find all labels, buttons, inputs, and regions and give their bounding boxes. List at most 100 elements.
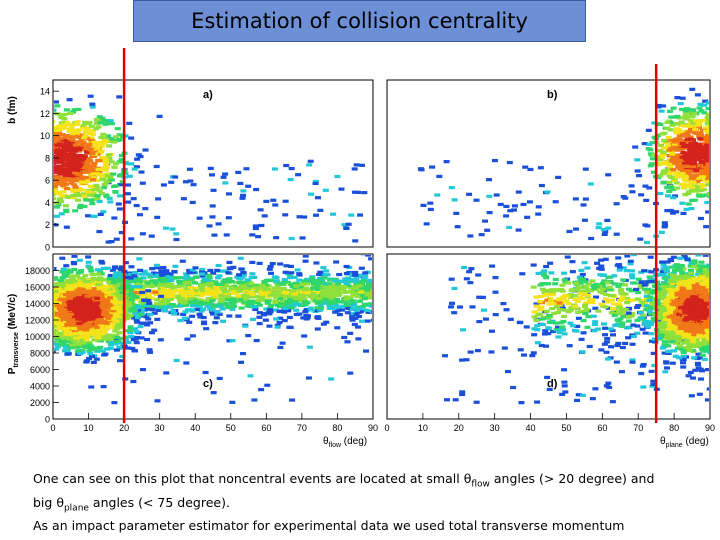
heatmap-cell — [106, 139, 113, 144]
heatmap-cell — [605, 173, 612, 177]
heatmap-cell — [323, 269, 330, 273]
heatmap-cell — [300, 297, 307, 301]
heatmap-cell — [29, 162, 35, 165]
heatmap-cell — [69, 159, 76, 163]
heatmap-cell — [24, 123, 30, 126]
heatmap-cell — [127, 331, 134, 335]
heatmap-cell — [160, 266, 167, 270]
heatmap-cell — [664, 209, 671, 213]
heatmap-cell — [179, 280, 186, 284]
heatmap-cell — [68, 140, 75, 144]
heatmap-cell — [112, 135, 119, 139]
heatmap-cell — [215, 222, 222, 226]
heatmap-cell — [54, 302, 55, 306]
heatmap-cell — [353, 312, 360, 316]
heatmap-cell — [185, 284, 192, 288]
heatmap-cell — [315, 296, 322, 301]
heatmap-cell — [113, 334, 120, 338]
heatmap-cell — [90, 276, 97, 280]
heatmap-cell — [98, 174, 105, 178]
heatmap-cell — [338, 187, 345, 191]
heatmap-cell — [81, 167, 88, 172]
heatmap-cell — [57, 172, 64, 176]
heatmap-cell — [36, 311, 42, 314]
heatmap-cell — [70, 282, 77, 286]
heatmap-cell — [57, 331, 64, 336]
heatmap-cell — [142, 284, 149, 288]
heatmap-cell — [81, 194, 88, 198]
heatmap-cell — [213, 292, 220, 296]
heatmap-cell — [701, 103, 708, 107]
heatmap-cell — [26, 170, 32, 173]
heatmap-cell — [543, 344, 550, 348]
heatmap-cell — [325, 282, 332, 286]
heatmap-cell — [662, 162, 669, 166]
heatmap-cell — [342, 290, 349, 294]
heatmap-cell — [29, 150, 35, 153]
heatmap-cell — [264, 301, 271, 305]
heatmap-cell — [222, 181, 229, 185]
heatmap-cell — [133, 165, 140, 169]
heatmap-cell — [192, 289, 199, 293]
heatmap-cell — [259, 283, 266, 287]
heatmap-cell — [94, 268, 101, 272]
heatmap-cell — [710, 136, 716, 139]
heatmap-cell — [256, 303, 263, 307]
heatmap-cell — [341, 285, 348, 289]
heatmap-cell — [141, 269, 148, 273]
heatmap-cell — [79, 326, 86, 330]
heatmap-cell — [300, 293, 307, 297]
heatmap-cell — [674, 96, 681, 100]
heatmap-cell — [26, 140, 32, 143]
heatmap-cell — [130, 197, 137, 201]
heatmap-cell — [274, 286, 281, 290]
heatmap-cell — [68, 287, 75, 292]
heatmap-cell — [42, 120, 48, 123]
heatmap-cell — [299, 290, 306, 294]
heatmap-cell — [115, 323, 122, 327]
heatmap-cell — [85, 122, 92, 126]
heatmap-cell — [62, 303, 69, 307]
heatmap-cell — [54, 145, 55, 149]
heatmap-cell — [352, 316, 359, 320]
heatmap-cell — [91, 161, 98, 166]
heatmap-cell — [97, 121, 104, 125]
heatmap-cell — [111, 302, 118, 306]
heatmap-cell — [46, 191, 52, 194]
heatmap-cell — [510, 208, 517, 212]
heatmap-cell — [321, 292, 328, 297]
heatmap-cell — [54, 138, 58, 142]
heatmap-cell — [290, 289, 297, 293]
heatmap-cell — [62, 274, 69, 278]
heatmap-cell — [89, 105, 96, 109]
heatmap-cell — [132, 291, 139, 295]
heatmap-cell — [698, 182, 705, 187]
heatmap-cell — [101, 319, 108, 323]
heatmap-cell — [704, 143, 709, 147]
heatmap-cell — [667, 120, 674, 124]
y-tick-label: 16000 — [25, 283, 50, 293]
heatmap-cell — [43, 311, 49, 314]
heatmap-cell — [674, 121, 681, 126]
heatmap-cell — [235, 170, 242, 175]
heatmap-cell — [148, 296, 155, 300]
heatmap-cell — [345, 306, 352, 310]
heatmap-cell — [54, 330, 57, 334]
heatmap-cell — [82, 163, 89, 167]
heatmap-cell — [336, 272, 343, 277]
heatmap-cell — [242, 288, 249, 292]
heatmap-cell — [40, 124, 46, 127]
heatmap-cell — [106, 280, 113, 284]
heatmap-cell — [54, 112, 61, 116]
heatmap-cell — [703, 129, 709, 133]
heatmap-cell — [371, 287, 372, 291]
heatmap-cell — [62, 285, 69, 289]
heatmap-cell — [41, 170, 47, 173]
heatmap-cell — [82, 120, 89, 124]
heatmap-cell — [58, 150, 65, 154]
heatmap-cell — [262, 318, 269, 322]
heatmap-cell — [466, 192, 473, 196]
heatmap-cell — [353, 293, 360, 297]
heatmap-cell — [63, 343, 70, 347]
